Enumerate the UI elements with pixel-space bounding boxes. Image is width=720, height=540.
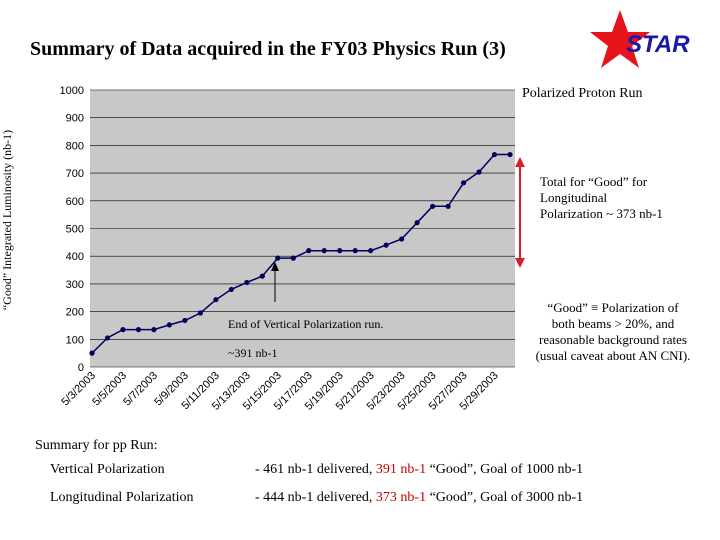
- y-tick-label: 700: [66, 168, 84, 180]
- data-point: [197, 310, 203, 316]
- end-vertical-note: End of Vertical Polarization run.: [228, 317, 384, 331]
- data-point: [151, 327, 157, 333]
- y-tick-label: 200: [66, 307, 84, 319]
- data-point: [259, 273, 265, 279]
- y-tick-label: 100: [66, 334, 84, 346]
- data-point: [182, 317, 188, 324]
- data-point: [135, 327, 142, 333]
- summary-row-label: Vertical Polarization: [50, 462, 165, 477]
- y-tick-label: 0: [78, 362, 84, 374]
- end-vertical-arrowhead: [271, 262, 279, 271]
- summary-row-value: - 444 nb-1 delivered, 373 nb-1 “Good”, G…: [255, 490, 584, 505]
- data-point: [399, 236, 405, 242]
- data-point: [383, 242, 389, 248]
- data-point: [275, 255, 281, 261]
- data-point: [228, 286, 234, 293]
- data-point: [491, 151, 498, 158]
- data-point: [89, 350, 95, 356]
- y-tick-label: 800: [66, 140, 84, 152]
- series-line: [91, 153, 510, 354]
- y-tick-label: 1000: [60, 85, 84, 97]
- data-point: [368, 248, 374, 254]
- data-point: [321, 248, 327, 254]
- y-tick-label: 900: [66, 113, 84, 125]
- logo-text: STAR: [626, 31, 690, 58]
- data-point: [244, 279, 250, 286]
- data-point: [507, 151, 513, 158]
- run-label: Polarized Proton Run: [522, 86, 643, 101]
- y-tick-label: 500: [66, 224, 84, 236]
- data-point: [460, 180, 467, 186]
- data-point: [120, 327, 126, 333]
- data-point: [213, 297, 219, 303]
- y-tick-label: 400: [66, 251, 84, 263]
- summary-row-value: - 461 nb-1 delivered, 391 nb-1 “Good”, G…: [255, 462, 584, 477]
- data-point: [337, 248, 343, 254]
- data-point: [445, 203, 451, 209]
- total-range-arrowhead-top: [515, 157, 525, 167]
- data-point: [414, 220, 420, 226]
- y-tick-label: 300: [66, 279, 84, 291]
- data-point: [306, 248, 312, 254]
- data-point: [166, 322, 173, 328]
- data-point: [429, 203, 436, 209]
- page-title: Summary of Data acquired in the FY03 Phy…: [30, 38, 506, 60]
- summary-row-label: Longitudinal Polarization: [50, 490, 194, 505]
- data-point: [476, 169, 482, 175]
- star-logo: STAR: [590, 10, 690, 68]
- total-good-note: Total for “Good” for Longitudinal Polari…: [540, 174, 663, 221]
- data-point: [352, 248, 358, 254]
- total-range-arrowhead-bottom: [515, 258, 525, 268]
- summary-heading: Summary for pp Run:: [35, 438, 158, 453]
- red-star-icon: [590, 10, 650, 68]
- vertical-391-note: ~391 nb-1: [228, 346, 278, 360]
- data-point: [104, 335, 111, 341]
- data-point: [290, 255, 296, 261]
- y-tick-label: 600: [66, 196, 84, 208]
- good-definition-note: “Good” ≡ Polarization of both beams > 20…: [535, 300, 691, 363]
